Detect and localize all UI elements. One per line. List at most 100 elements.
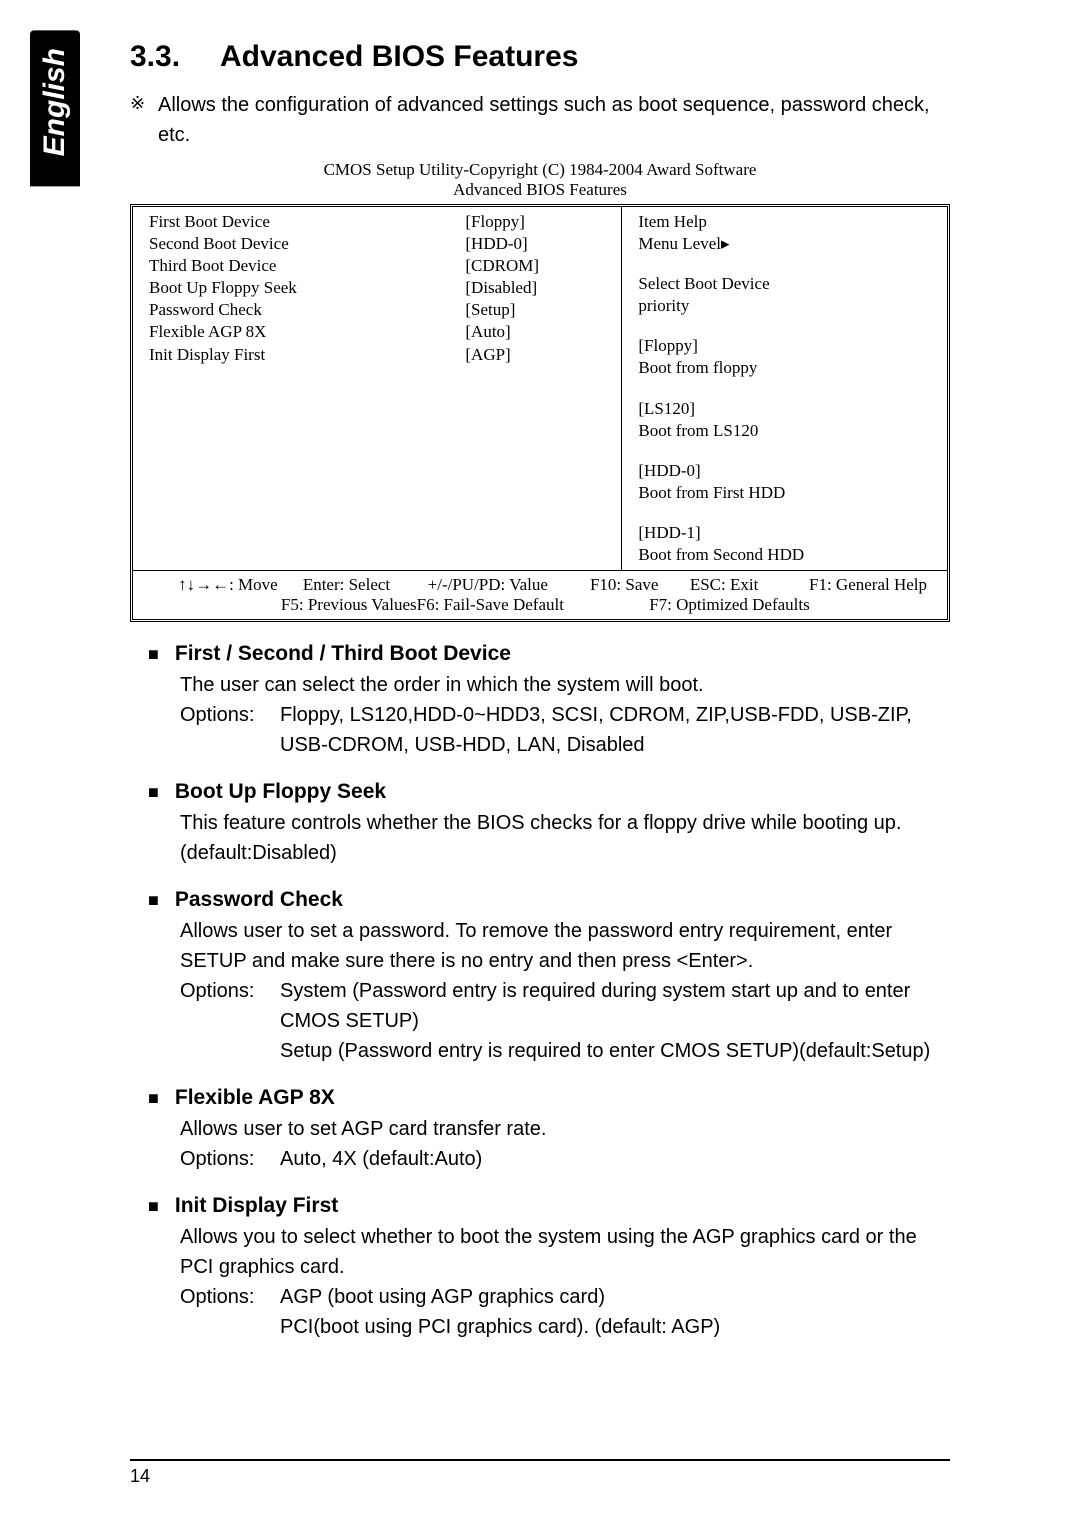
bios-setting-label: Password Check <box>149 299 465 321</box>
feature-title-text: Init Display First <box>175 1194 338 1217</box>
options-label: Options: <box>180 1144 280 1174</box>
section-number: 3.3. <box>130 40 220 74</box>
square-bullet-icon: ■ <box>148 1196 159 1217</box>
options-row: Setup (Password entry is required to ent… <box>180 1036 950 1066</box>
options-row: Options:Auto, 4X (default:Auto) <box>180 1144 950 1174</box>
bios-values-col: [Floppy][HDD-0][CDROM][Disabled][Setup][… <box>465 211 605 566</box>
intro-text: Allows the configuration of advanced set… <box>158 94 930 146</box>
bios-labels-col: First Boot DeviceSecond Boot DeviceThird… <box>149 211 465 566</box>
feature-title: ■Flexible AGP 8X <box>148 1086 950 1110</box>
square-bullet-icon: ■ <box>148 782 159 803</box>
bios-setting-value: [HDD-0] <box>465 233 605 255</box>
footer-key: +/-/PU/PD: Value <box>428 575 590 595</box>
bios-left-panel: First Boot DeviceSecond Boot DeviceThird… <box>133 207 621 570</box>
help-option-tag: [HDD-0] <box>638 460 931 482</box>
options-row: PCI(boot using PCI graphics card). (defa… <box>180 1312 950 1342</box>
bios-setting-value: [AGP] <box>465 344 605 366</box>
footer-key: F1: General Help <box>790 575 927 595</box>
feature-title: ■Boot Up Floppy Seek <box>148 780 950 804</box>
section-heading: 3.3.Advanced BIOS Features <box>130 40 950 74</box>
help-option-tag: [LS120] <box>638 398 931 420</box>
options-row: Options:AGP (boot using AGP graphics car… <box>180 1282 950 1312</box>
help-option-desc: Boot from First HDD <box>638 482 931 504</box>
square-bullet-icon: ■ <box>148 1088 159 1109</box>
bios-setting-label: Second Boot Device <box>149 233 465 255</box>
feature-item: ■Password Check Allows user to set a pass… <box>130 888 950 1066</box>
feature-text: The user can select the order in which t… <box>180 670 950 700</box>
feature-text: This feature controls whether the BIOS c… <box>180 808 950 868</box>
options-label: Options: <box>180 1282 280 1312</box>
help-option-desc: Boot from floppy <box>638 357 931 379</box>
language-tab: English <box>30 30 80 186</box>
footer-key <box>564 595 649 615</box>
footer-row: F5: Previous Values F6: Fail-Save Defaul… <box>153 595 927 615</box>
bios-setting-value: [CDROM] <box>465 255 605 277</box>
feature-item: ■Flexible AGP 8X Allows user to set AGP c… <box>130 1086 950 1174</box>
feature-item: ■ Init Display First Allows you to select … <box>130 1194 950 1342</box>
footer-key: F7: Optimized Defaults <box>649 595 810 615</box>
footer-key: F5: Previous Values <box>281 595 417 615</box>
options-row: Options:Floppy, LS120,HDD-0~HDD3, SCSI, … <box>180 700 950 760</box>
feature-title: ■Password Check <box>148 888 950 912</box>
footer-key: ↑↓→←: Move <box>153 575 303 595</box>
feature-body: This feature controls whether the BIOS c… <box>180 808 950 868</box>
section-title-text: Advanced BIOS Features <box>220 40 578 73</box>
bios-caption: CMOS Setup Utility-Copyright (C) 1984-20… <box>130 160 950 200</box>
options-row: Options:System (Password entry is requir… <box>180 976 950 1036</box>
spacer <box>638 255 931 273</box>
footer-row: ↑↓→←: Move Enter: Select +/-/PU/PD: Valu… <box>153 575 927 595</box>
footer-key <box>810 595 927 615</box>
bios-caption-line2: Advanced BIOS Features <box>130 180 950 200</box>
feature-body: Allows you to select whether to boot the… <box>180 1222 950 1342</box>
footer-key: ESC: Exit <box>690 575 790 595</box>
help-option-tag: [Floppy] <box>638 335 931 357</box>
options-text: PCI(boot using PCI graphics card). (defa… <box>280 1312 950 1342</box>
bios-setting-label: Third Boot Device <box>149 255 465 277</box>
bios-box: First Boot DeviceSecond Boot DeviceThird… <box>130 204 950 622</box>
bios-footer: ↑↓→←: Move Enter: Select +/-/PU/PD: Valu… <box>133 571 947 619</box>
intro-paragraph: ※ Allows the configuration of advanced s… <box>158 90 950 150</box>
square-bullet-icon: ■ <box>148 644 159 665</box>
options-label <box>180 1312 280 1342</box>
square-bullet-icon: ■ <box>148 890 159 911</box>
bios-setting-label: Boot Up Floppy Seek <box>149 277 465 299</box>
footer-key <box>153 595 281 615</box>
feature-body: Allows user to set AGP card transfer rat… <box>180 1114 950 1174</box>
footer-key: F10: Save <box>590 575 690 595</box>
spacer <box>638 380 931 398</box>
bios-setting-value: [Disabled] <box>465 277 605 299</box>
footer-rule <box>130 1459 950 1461</box>
help-option-tag: [HDD-1] <box>638 522 931 544</box>
feature-text: Allows user to set AGP card transfer rat… <box>180 1114 950 1144</box>
page-number: 14 <box>130 1466 150 1487</box>
feature-title-text: First / Second / Third Boot Device <box>175 642 511 665</box>
spacer <box>638 317 931 335</box>
bios-setting-label: First Boot Device <box>149 211 465 233</box>
help-title: Item Help <box>638 211 931 233</box>
help-line: Select Boot Device <box>638 273 931 295</box>
feature-item: ■ First / Second / Third Boot Device The u… <box>130 642 950 760</box>
feature-text: Allows you to select whether to boot the… <box>180 1222 950 1282</box>
help-option-desc: Boot from LS120 <box>638 420 931 442</box>
feature-text: Allows user to set a password. To remove… <box>180 916 950 976</box>
options-text: Auto, 4X (default:Auto) <box>280 1144 950 1174</box>
feature-body: The user can select the order in which t… <box>180 670 950 760</box>
items-container: ■ First / Second / Third Boot Device The u… <box>130 642 950 1342</box>
feature-title: ■ Init Display First <box>148 1194 950 1218</box>
bios-setting-label: Init Display First <box>149 344 465 366</box>
spacer <box>638 442 931 460</box>
bios-setting-value: [Setup] <box>465 299 605 321</box>
page: English 3.3.Advanced BIOS Features ※ All… <box>0 0 1080 1529</box>
help-option-desc: Boot from Second HDD <box>638 544 931 566</box>
bios-main: First Boot DeviceSecond Boot DeviceThird… <box>133 207 947 571</box>
options-text: System (Password entry is required durin… <box>280 976 950 1036</box>
options-label: Options: <box>180 700 280 760</box>
footer-key: Enter: Select <box>303 575 428 595</box>
feature-body: Allows user to set a password. To remove… <box>180 916 950 1066</box>
bios-help-panel: Item Help Menu Level▸ Select Boot Device… <box>621 207 947 570</box>
options-text: AGP (boot using AGP graphics card) <box>280 1282 950 1312</box>
feature-title: ■ First / Second / Third Boot Device <box>148 642 950 666</box>
options-text: Floppy, LS120,HDD-0~HDD3, SCSI, CDROM, Z… <box>280 700 950 760</box>
spacer <box>638 504 931 522</box>
bios-caption-line1: CMOS Setup Utility-Copyright (C) 1984-20… <box>130 160 950 180</box>
